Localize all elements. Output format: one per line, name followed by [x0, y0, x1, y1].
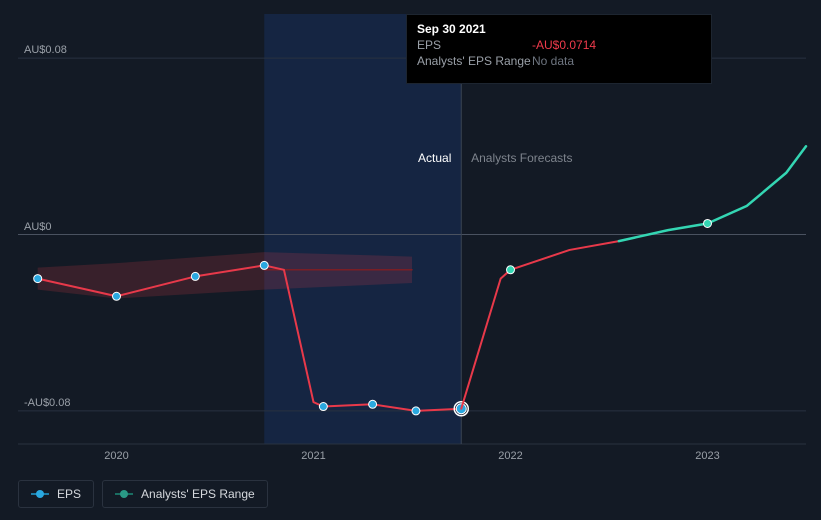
tooltip-label: Analysts' EPS Range [417, 54, 532, 68]
chart-legend: EPS Analysts' EPS Range [18, 480, 268, 508]
legend-marker-icon [31, 490, 49, 498]
legend-marker-icon [115, 490, 133, 498]
tooltip-value: -AU$0.0714 [532, 38, 596, 52]
tooltip-label: EPS [417, 38, 532, 52]
region-label: Analysts Forecasts [471, 151, 572, 165]
tooltip-date: Sep 30 2021 [417, 21, 701, 37]
chart-tooltip: Sep 30 2021 EPS-AU$0.0714Analysts' EPS R… [406, 14, 712, 84]
x-axis-label: 2020 [104, 450, 128, 462]
x-axis-label: 2021 [301, 450, 325, 462]
y-axis-label: AU$0 [24, 221, 52, 233]
legend-item[interactable]: EPS [18, 480, 94, 508]
legend-item[interactable]: Analysts' EPS Range [102, 480, 268, 508]
tooltip-value: No data [532, 54, 574, 68]
y-axis-label: AU$0.08 [24, 44, 67, 56]
y-axis-label: -AU$0.08 [24, 397, 70, 409]
legend-label: EPS [57, 487, 81, 501]
x-axis-label: 2022 [498, 450, 522, 462]
region-label: Actual [418, 151, 451, 165]
tooltip-row: Analysts' EPS RangeNo data [417, 53, 701, 69]
x-axis-label: 2023 [695, 450, 719, 462]
legend-label: Analysts' EPS Range [141, 487, 255, 501]
tooltip-row: EPS-AU$0.0714 [417, 37, 701, 53]
